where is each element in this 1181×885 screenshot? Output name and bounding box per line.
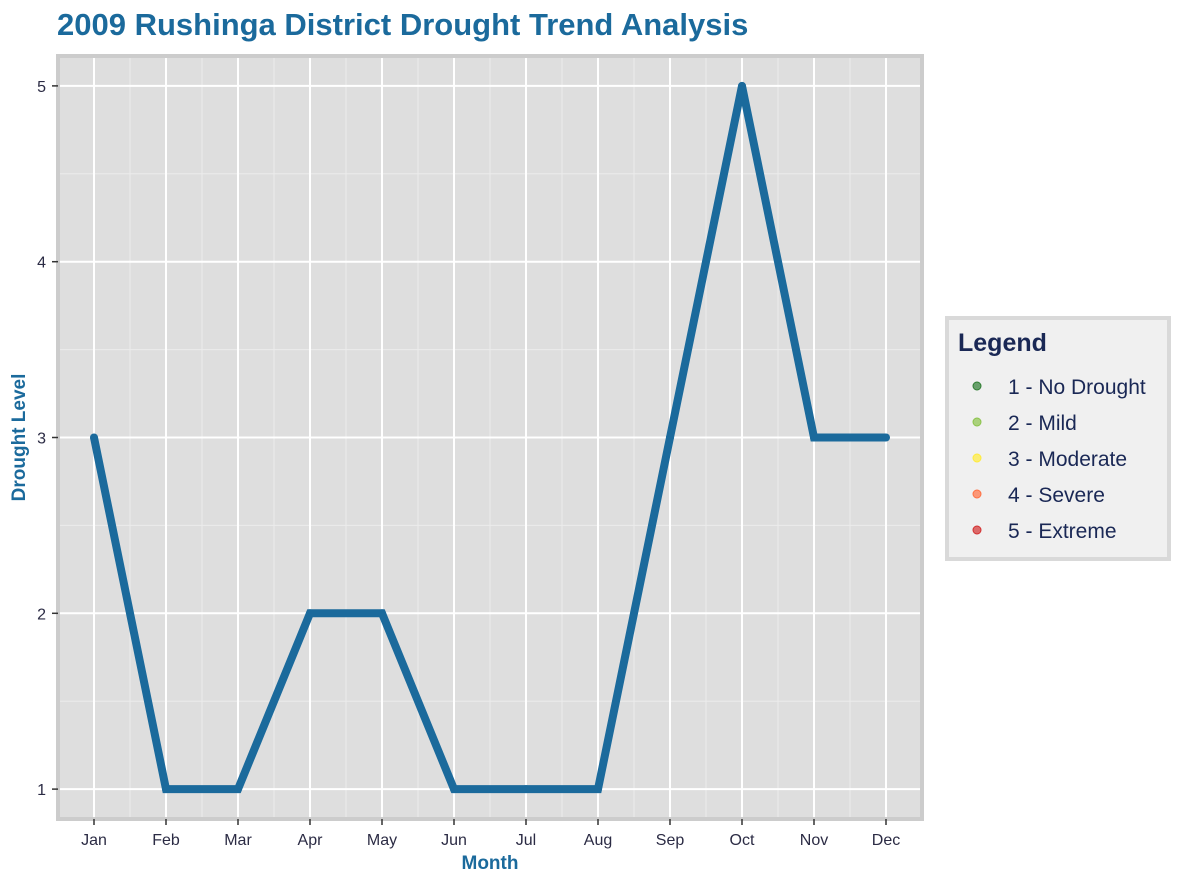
x-tick-label: May: [367, 832, 397, 849]
x-tick-label: Dec: [872, 832, 900, 849]
legend-title: Legend: [958, 329, 1047, 357]
legend: Legend 1 - No Drought 2 - Mild 3 - Moderat…: [945, 316, 1171, 561]
data-point-jun: [450, 785, 458, 794]
data-point-apr: [306, 609, 314, 618]
x-tick-label: Mar: [224, 832, 252, 849]
data-point-oct: [738, 81, 746, 90]
legend-key-1: [972, 381, 982, 391]
x-tick-label: Jun: [441, 832, 467, 849]
legend-items: 1 - No Drought 2 - Mild 3 - Moderate 4 - Se…: [972, 376, 1146, 543]
data-point-sep: [666, 433, 674, 442]
legend-key-4: [972, 489, 982, 499]
data-point-feb: [162, 785, 170, 794]
x-tick-label: Jan: [81, 832, 107, 849]
y-tick-label: 1: [37, 782, 46, 799]
x-tick-label: Apr: [298, 832, 324, 849]
data-point-dec: [882, 433, 890, 442]
legend-key-5: [972, 525, 982, 535]
legend-box: [945, 316, 1171, 561]
data-point-jul: [522, 785, 530, 794]
legend-label-1: 1 - No Drought: [1008, 376, 1146, 399]
y-tick-label: 5: [37, 79, 46, 96]
legend-label-3: 3 - Moderate: [1008, 448, 1127, 471]
legend-key-3: [972, 453, 982, 463]
data-point-aug: [594, 785, 602, 794]
y-axis-title: Drought Level: [9, 374, 30, 502]
x-tick-label: Nov: [800, 832, 828, 849]
data-point-may: [378, 609, 386, 618]
y-tick-label: 3: [37, 431, 46, 448]
chart-title: 2009 Rushinga District Drought Trend Ana…: [57, 7, 748, 42]
x-tick-label: Sep: [656, 832, 685, 849]
series-line: [90, 85, 886, 794]
data-point-nov: [810, 433, 818, 442]
legend-label-4: 4 - Severe: [1008, 484, 1105, 507]
legend-label-5: 5 - Extreme: [1008, 520, 1117, 543]
legend-key-2: [972, 417, 982, 427]
x-tick-label: Oct: [730, 832, 755, 849]
y-tick-label: 2: [37, 606, 46, 623]
x-tick-label: Jul: [516, 832, 536, 849]
x-axis-title: Month: [462, 853, 519, 874]
data-point-mar: [234, 785, 242, 794]
y-tick-label: 4: [37, 255, 46, 272]
x-tick-label: Aug: [584, 832, 612, 849]
legend-label-2: 2 - Mild: [1008, 412, 1077, 435]
plot-panel: 1 2 3 4 5 Jan Feb Mar Apr May Jun Jul Aug Sep Oct Nov De…: [37, 54, 924, 849]
data-point-jan: [90, 433, 98, 442]
x-tick-label: Feb: [152, 832, 180, 849]
